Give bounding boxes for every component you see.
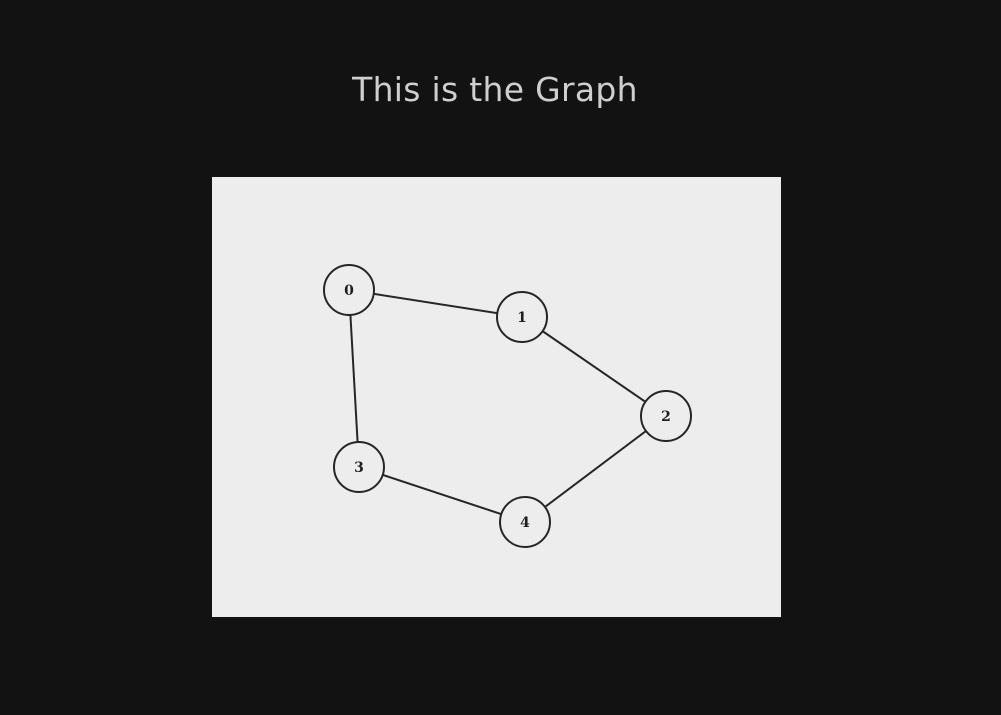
node-label: 2 <box>661 409 671 425</box>
node-label: 1 <box>517 310 527 326</box>
graph-node-0: 0 <box>323 264 375 316</box>
edge-2-4 <box>524 415 667 523</box>
node-label: 4 <box>520 515 530 531</box>
node-circle <box>323 264 375 316</box>
edge-1-2 <box>521 316 667 417</box>
graph-diagram: 0 1 2 3 4 <box>323 264 692 548</box>
edges-layer <box>348 289 667 523</box>
page-title: This is the Graph <box>352 70 638 109</box>
graph-node-1: 1 <box>496 291 548 343</box>
graph-node-4: 4 <box>499 496 551 548</box>
graph-node-2: 2 <box>640 390 692 442</box>
graph-panel: 0 1 2 3 4 <box>212 177 781 617</box>
node-circle <box>499 496 551 548</box>
graph-node-3: 3 <box>333 441 385 493</box>
nodes-layer: 0 1 2 3 4 <box>323 264 692 548</box>
node-label: 3 <box>354 460 364 476</box>
edge-0-1 <box>348 289 523 318</box>
edge-3-0 <box>348 289 360 468</box>
edge-4-3 <box>358 466 526 523</box>
node-circle <box>333 441 385 493</box>
node-circle <box>640 390 692 442</box>
node-label: 0 <box>344 283 354 299</box>
node-circle <box>496 291 548 343</box>
